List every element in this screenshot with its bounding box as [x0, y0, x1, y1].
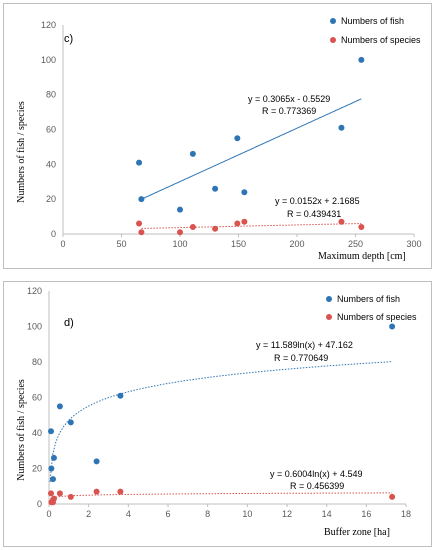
y-tick-label: 0 — [37, 499, 42, 509]
data-point-species — [93, 488, 100, 495]
y-tick-label: 100 — [27, 322, 42, 332]
y-axis-title-d: Numbers of fish / species — [16, 379, 27, 481]
data-point-fish — [189, 150, 196, 157]
legend-label-species: Numbers of species — [341, 35, 421, 45]
data-point-fish — [49, 476, 56, 483]
data-point-species — [138, 229, 145, 236]
equation-species-c: y = 0.0152x + 2.1685 — [275, 196, 360, 206]
scatter-chart-c: c) Numbers of fish Numbers of species y … — [16, 16, 422, 262]
data-point-fish — [117, 392, 124, 399]
data-point-fish — [358, 56, 365, 63]
x-tick-label: 4 — [126, 509, 131, 519]
data-point-species — [212, 225, 219, 232]
legend-label-fish: Numbers of fish — [337, 294, 400, 304]
legend-marker-fish — [330, 18, 336, 24]
y-axis-title-c: Numbers of fish / species — [16, 101, 27, 203]
legend-d: Numbers of fish Numbers of species — [326, 294, 417, 322]
y-tick-label: 40 — [32, 428, 42, 438]
data-point-species — [338, 218, 345, 225]
data-point-species — [56, 490, 63, 497]
equation-fish-c: y = 0.3065x - 0.5529 — [248, 94, 330, 104]
data-point-fish — [177, 206, 183, 213]
panel-label-c: c) — [64, 33, 73, 45]
trendline-fish — [49, 361, 393, 482]
data-point-species — [241, 218, 248, 225]
data-point-fish — [136, 159, 143, 166]
data-point-fish — [47, 428, 54, 435]
y-tick-label: 120 — [41, 20, 56, 30]
data-point-species — [234, 220, 241, 227]
plot-area-c: 0 20 40 60 80 100 120 0 50 100 150 200 250 300 — [41, 20, 422, 249]
y-tick-label: 20 — [32, 464, 42, 474]
y-tick-label: 40 — [46, 159, 56, 169]
legend-label-fish: Numbers of fish — [341, 16, 404, 26]
data-point-fish — [50, 454, 57, 461]
data-point-species — [189, 224, 196, 231]
chart-panel-d: d) Numbers of fish Numbers of species y … — [3, 281, 432, 547]
x-tick-label: 250 — [348, 239, 363, 249]
x-tick-label: 200 — [289, 239, 304, 249]
data-point-species — [50, 495, 57, 502]
trendline-species — [141, 223, 362, 229]
r-value-fish-d: R = 0.770649 — [274, 353, 328, 363]
x-tick-label: 16 — [361, 509, 371, 519]
trendline-fish — [141, 98, 362, 200]
x-tick-label: 14 — [322, 509, 332, 519]
r-value-species-c: R = 0.439431 — [287, 209, 341, 219]
x-tick-label: 2 — [86, 509, 91, 519]
data-point-species — [67, 493, 74, 500]
y-tick-label: 80 — [46, 90, 56, 100]
x-tick-label: 8 — [205, 509, 210, 519]
data-point-fish — [234, 135, 241, 142]
data-point-fish — [93, 458, 100, 465]
r-value-fish-c: R = 0.773369 — [262, 106, 316, 116]
plot-area-d: 0 20 40 60 80 100 120 0 2 4 6 8 10 12 14 16 18 — [27, 286, 411, 519]
data-point-fish — [67, 419, 74, 426]
legend-label-species: Numbers of species — [337, 312, 417, 322]
legend-marker-fish — [326, 296, 332, 302]
y-tick-label: 0 — [51, 229, 56, 239]
x-tick-label: 300 — [406, 239, 421, 249]
x-tick-label: 150 — [231, 239, 246, 249]
y-tick-label: 120 — [27, 286, 42, 296]
trendline-species — [49, 492, 393, 500]
data-point-species — [177, 229, 183, 236]
x-tick-label: 12 — [282, 509, 292, 519]
data-point-species — [47, 490, 54, 497]
r-value-species-d: R = 0.456399 — [290, 481, 344, 491]
legend-marker-species — [326, 314, 332, 320]
data-point-fish — [212, 185, 219, 192]
data-point-fish — [338, 124, 345, 131]
data-point-fish — [48, 465, 55, 472]
data-point-species — [389, 493, 396, 500]
data-point-species — [358, 224, 365, 231]
x-tick-label: 0 — [46, 509, 51, 519]
chart-panel-c: c) Numbers of fish Numbers of species y … — [3, 3, 432, 269]
y-tick-label: 20 — [46, 194, 56, 204]
x-axis-title-d: Buffer zone [ha] — [324, 527, 390, 538]
x-tick-label: 100 — [172, 239, 187, 249]
legend-marker-species — [330, 37, 336, 43]
panel-label-d: d) — [64, 317, 74, 329]
data-point-fish — [56, 403, 63, 410]
equation-species-d: y = 0.6004ln(x) + 4.549 — [270, 469, 363, 479]
legend-c: Numbers of fish Numbers of species — [330, 16, 421, 45]
data-point-fish — [389, 323, 396, 330]
data-point-species — [136, 220, 143, 227]
data-point-fish — [241, 189, 248, 196]
x-tick-label: 10 — [242, 509, 252, 519]
data-point-fish — [138, 196, 145, 203]
y-tick-label: 100 — [41, 55, 56, 65]
equation-fish-d: y = 11.589ln(x) + 47.162 — [256, 340, 353, 350]
y-tick-label: 60 — [46, 125, 56, 135]
x-tick-label: 50 — [116, 239, 126, 249]
x-tick-label: 0 — [60, 239, 65, 249]
y-tick-label: 80 — [32, 357, 42, 367]
data-point-species — [117, 488, 124, 495]
y-tick-label: 60 — [32, 393, 42, 403]
x-tick-label: 18 — [401, 509, 411, 519]
x-axis-title-c: Maximum depth [cm] — [318, 251, 406, 262]
scatter-chart-d: d) Numbers of fish Numbers of species y … — [16, 286, 417, 538]
x-tick-label: 6 — [165, 509, 170, 519]
